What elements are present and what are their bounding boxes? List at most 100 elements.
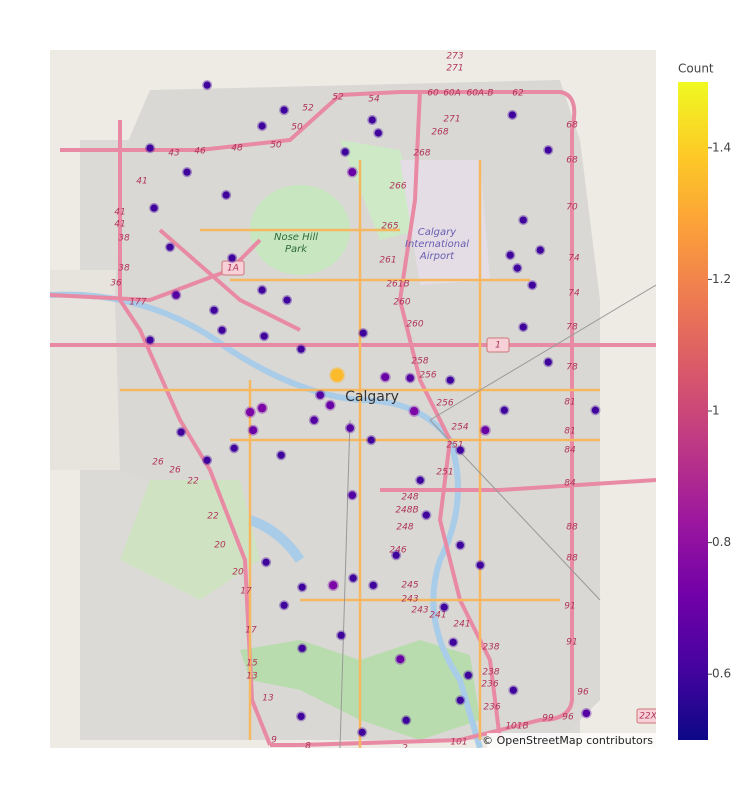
- colorbar-tick-label: 0.8: [712, 535, 731, 549]
- density-spot: [535, 244, 546, 256]
- density-spot: [512, 263, 523, 274]
- road-label: 26: [152, 458, 164, 468]
- road-label: 52: [332, 93, 344, 103]
- density-spot: [144, 143, 156, 154]
- density-spot: [296, 711, 307, 722]
- density-spot: [279, 600, 290, 611]
- density-spot: [463, 670, 474, 681]
- road-label: 84: [564, 446, 576, 456]
- density-spot: [518, 321, 529, 333]
- road-shield: [636, 708, 656, 724]
- road-label: 268: [431, 128, 448, 138]
- colorbar-title: Count: [678, 62, 714, 76]
- density-spot: [348, 573, 359, 584]
- density-spot: [208, 305, 220, 316]
- road-label: 246: [389, 546, 406, 556]
- density-spot: [543, 357, 554, 368]
- road-label: 50: [291, 123, 303, 133]
- road-label: 266: [389, 182, 406, 192]
- road-label: 91: [566, 638, 577, 648]
- airport-label: Calgary: [418, 227, 457, 238]
- road-label: 2: [402, 744, 408, 754]
- density-spot: [247, 424, 259, 436]
- road-label: 256: [436, 399, 453, 409]
- road-label: 245: [401, 581, 418, 591]
- road-label: 261: [379, 256, 396, 266]
- road-label: 88: [566, 554, 578, 564]
- road-label: 243: [401, 595, 418, 605]
- density-spot: [379, 371, 391, 383]
- density-spot: [448, 637, 459, 648]
- road-label: 78: [566, 323, 578, 333]
- density-spot: [276, 450, 287, 461]
- density-spot: [336, 630, 347, 641]
- road-label: 20: [214, 541, 226, 551]
- density-spot: [340, 146, 351, 158]
- density-spot: [391, 550, 402, 561]
- density-spot: [505, 250, 516, 261]
- density-spot: [260, 557, 272, 568]
- road-shield-label: 1: [495, 341, 501, 351]
- density-spot: [216, 325, 228, 336]
- density-spot: [221, 189, 232, 201]
- density-spot: [202, 79, 213, 91]
- colorbar-tick-label: 1: [712, 404, 720, 418]
- road-label: 243: [411, 606, 428, 616]
- road-label: 13: [262, 694, 274, 704]
- density-spot: [308, 414, 320, 426]
- attribution: © OpenStreetMap contributors: [482, 734, 653, 747]
- park-label: Park: [285, 244, 308, 255]
- density-spot: [421, 510, 432, 521]
- road-label: 99: [542, 714, 554, 724]
- density-spot: [329, 367, 346, 384]
- road-label: 36: [110, 279, 122, 289]
- road-label: 248: [401, 493, 418, 503]
- road-label: 256: [419, 371, 436, 381]
- road-label: 74: [568, 289, 580, 299]
- density-spot: [394, 653, 406, 665]
- road-label: 78: [566, 363, 578, 373]
- density-spot: [181, 167, 193, 178]
- density-spot: [297, 582, 308, 593]
- road-label: 50: [270, 141, 282, 151]
- road-label: 13: [246, 672, 258, 682]
- density-spot: [314, 389, 326, 401]
- density-spot: [279, 105, 290, 116]
- density-spot: [455, 695, 466, 706]
- road-label: 9: [271, 736, 277, 746]
- road-label: 101B: [505, 722, 528, 732]
- road-label: 238: [482, 668, 499, 678]
- density-spot: [518, 214, 529, 226]
- density-spot: [164, 242, 176, 253]
- road-label: 60A-B: [466, 89, 493, 99]
- road-label: 91: [564, 602, 575, 612]
- density-spot: [148, 202, 160, 214]
- road-label: 46: [194, 147, 206, 157]
- density-spot: [327, 579, 339, 592]
- density-spot: [346, 489, 358, 501]
- density-spot: [408, 405, 420, 417]
- road-shield-label: 22X: [639, 712, 657, 722]
- road-label: 260: [393, 298, 410, 308]
- density-spot: [170, 289, 182, 301]
- attribution-box: [487, 733, 656, 748]
- density-spot: [324, 399, 336, 411]
- road-label: 101: [450, 738, 467, 748]
- road-label: 15: [246, 659, 258, 669]
- road-label: 60A: [443, 89, 461, 99]
- road-label: 17: [240, 587, 252, 597]
- airport-label: Airport: [419, 251, 455, 262]
- road-label: 248B: [395, 506, 418, 516]
- road-label: 84: [564, 479, 576, 489]
- road-label: 54: [368, 95, 380, 105]
- density-spot: [144, 334, 156, 346]
- density-spot: [455, 540, 466, 551]
- road-label: 265: [381, 222, 398, 232]
- road-label: 20: [232, 568, 244, 578]
- road-label: 236: [481, 680, 498, 690]
- road-label: 271: [446, 64, 463, 74]
- road-label: 258: [411, 357, 428, 367]
- road-label: 260: [406, 320, 423, 330]
- road-label: 62: [512, 89, 524, 99]
